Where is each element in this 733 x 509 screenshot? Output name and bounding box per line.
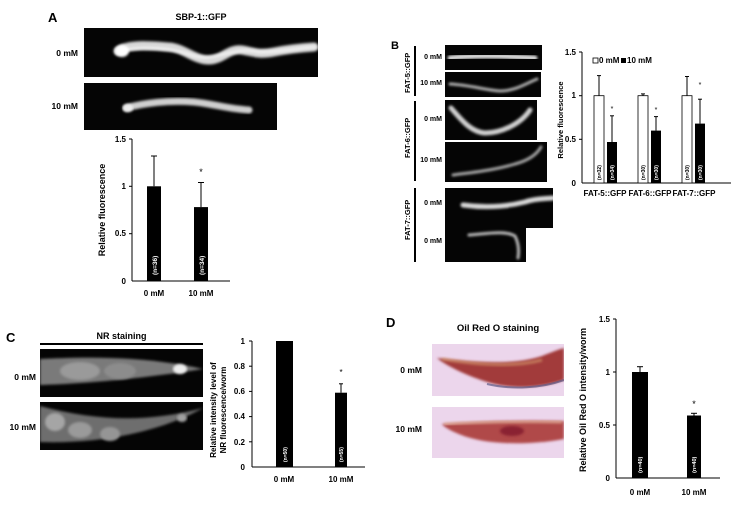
legend-10mm-label: 10 mM: [627, 56, 652, 65]
svg-text:(n=55): (n=55): [339, 447, 345, 462]
fat7-row-10mm: 0 mM: [424, 238, 442, 245]
chart-d-oil-red-o-intensity: 1.5 1 0.5 0 Relative Oil Red O intensity…: [570, 305, 733, 504]
svg-text:10 mM: 10 mM: [682, 488, 707, 497]
svg-text:0 mM: 0 mM: [274, 475, 295, 484]
legend-0mm-label: 0 mM: [599, 56, 620, 65]
fat6-group-label: FAT-6::GFP: [403, 117, 412, 158]
chart-c-ylabel-line2: NR fluorescence/worm: [219, 367, 228, 454]
chart-a-ytick-1.5: 1.5: [115, 135, 127, 144]
chart-a-ytick-0: 0: [122, 277, 127, 286]
chart-a-n-0mm: (n=36): [152, 256, 159, 275]
svg-text:*: *: [611, 106, 614, 113]
svg-text:(n=50): (n=50): [283, 447, 289, 462]
fat5-gfp-10mm-image: [445, 72, 541, 97]
svg-text:(n=34): (n=34): [610, 165, 616, 180]
panel-c-label: C: [6, 330, 16, 345]
chart-a-ytick-1: 1: [122, 182, 127, 191]
oil-red-o-0mm-image: [432, 344, 564, 396]
chart-b-ytick-0: 0: [572, 179, 577, 188]
svg-text:(n=32): (n=32): [597, 165, 603, 180]
fat5-group-bar: [414, 46, 416, 96]
chart-c-nr-intensity: 1 0.8 0.6 0.4 0.2 0 Relative intensity l…: [205, 330, 375, 490]
fat6-gfp-10mm-image: [445, 142, 547, 182]
chart-a-relative-fluorescence: 1.5 1 0.5 0 Relative fluorescence * (n=3…: [80, 130, 250, 305]
svg-text:*: *: [699, 82, 702, 89]
chart-b-ytick-1: 1: [572, 91, 577, 100]
oil-red-o-10mm-image: [432, 407, 564, 458]
svg-text:(n=30): (n=30): [654, 165, 660, 180]
svg-text:(n=30): (n=30): [685, 165, 691, 180]
chart-a-xtick-10mm: 10 mM: [189, 289, 214, 298]
sbp1-gfp-0mm-image: [84, 28, 318, 77]
svg-text:*: *: [339, 368, 342, 377]
chart-b-xtick-fat5: FAT-5::GFP: [584, 189, 628, 198]
fat5-row-10mm: 10 mM: [420, 80, 442, 87]
panel-a-label: A: [48, 10, 58, 25]
panel-d-title: Oil Red O staining: [456, 323, 540, 334]
fat7-group-bar: [414, 188, 416, 262]
svg-text:0.6: 0.6: [234, 387, 246, 396]
panel-b-label: B: [391, 40, 399, 52]
fat5-gfp-0mm-image: [445, 45, 542, 70]
panel-c-title-rule: [40, 343, 203, 345]
fat6-row-10mm: 10 mM: [420, 157, 442, 164]
chart-b-fat-gfp-fluorescence: 1.5 1 0.5 0 Relative fluorescence 0 mM 1…: [555, 40, 733, 200]
chart-a-ylabel: Relative fluorescence: [97, 164, 107, 257]
svg-text:10 mM: 10 mM: [329, 475, 354, 484]
svg-text:0 mM: 0 mM: [630, 488, 651, 497]
chart-a-significance: *: [199, 167, 203, 177]
svg-text:1: 1: [241, 337, 246, 346]
panel-c-title: NR staining: [96, 331, 147, 341]
svg-text:0: 0: [241, 463, 246, 472]
svg-text:1: 1: [606, 368, 611, 377]
fat5-row-0mm: 0 mM: [424, 54, 442, 61]
fat6-row-0mm: 0 mM: [424, 116, 442, 123]
panel-d-row-10mm: 10 mM: [395, 424, 422, 434]
panel-c-row-10mm: 10 mM: [9, 422, 36, 432]
panel-a-title: SBP-1::GFP: [175, 12, 227, 22]
svg-text:(n=30): (n=30): [641, 165, 647, 180]
panel-d-label: D: [386, 315, 396, 330]
svg-text:0.5: 0.5: [599, 421, 611, 430]
fat6-group-bar: [414, 101, 416, 181]
fat7-gfp-0mm-image: [445, 188, 553, 228]
panel-a-row-10mm: 10 mM: [51, 101, 78, 111]
legend-10mm-swatch: [621, 58, 626, 63]
panel-a-row-0mm: 0 mM: [56, 48, 78, 58]
svg-text:(n=30): (n=30): [698, 165, 704, 180]
chart-d-ylabel: Relative Oil Red O intensity/worm: [578, 328, 588, 472]
chart-b-ytick-1.5: 1.5: [565, 48, 577, 57]
nr-staining-0mm-image: [40, 349, 203, 397]
fat7-gfp-10mm-image: [445, 222, 526, 262]
chart-a-xtick-0mm: 0 mM: [144, 289, 165, 298]
chart-b-ytick-0.5: 0.5: [565, 135, 577, 144]
chart-a-n-10mm: (n=34): [199, 256, 206, 275]
svg-text:1.5: 1.5: [599, 315, 611, 324]
nr-staining-10mm-image: [40, 402, 203, 450]
panel-c-row-0mm: 0 mM: [14, 372, 36, 382]
fat7-row-0mm: 0 mM: [424, 200, 442, 207]
svg-text:0: 0: [606, 474, 611, 483]
svg-text:0.4: 0.4: [234, 412, 246, 421]
svg-text:0.2: 0.2: [234, 438, 246, 447]
chart-b-xtick-fat7: FAT-7::GFP: [673, 189, 717, 198]
svg-text:0.8: 0.8: [234, 362, 246, 371]
panel-d-row-0mm: 0 mM: [400, 365, 422, 375]
fat6-gfp-0mm-image: [445, 100, 537, 140]
chart-c-ylabel-line1: Relative intensity level of: [209, 362, 218, 458]
svg-text:(n=40): (n=40): [638, 456, 644, 473]
chart-a-ytick-0.5: 0.5: [115, 229, 127, 238]
svg-text:*: *: [655, 107, 658, 114]
sbp1-gfp-10mm-image: [84, 83, 277, 130]
chart-b-xtick-fat6: FAT-6::GFP: [629, 189, 673, 198]
svg-text:(n=40): (n=40): [692, 456, 698, 473]
legend-0mm-swatch: [592, 57, 599, 64]
chart-b-ylabel: Relative fluorescence: [556, 81, 565, 158]
svg-text:*: *: [692, 399, 696, 409]
